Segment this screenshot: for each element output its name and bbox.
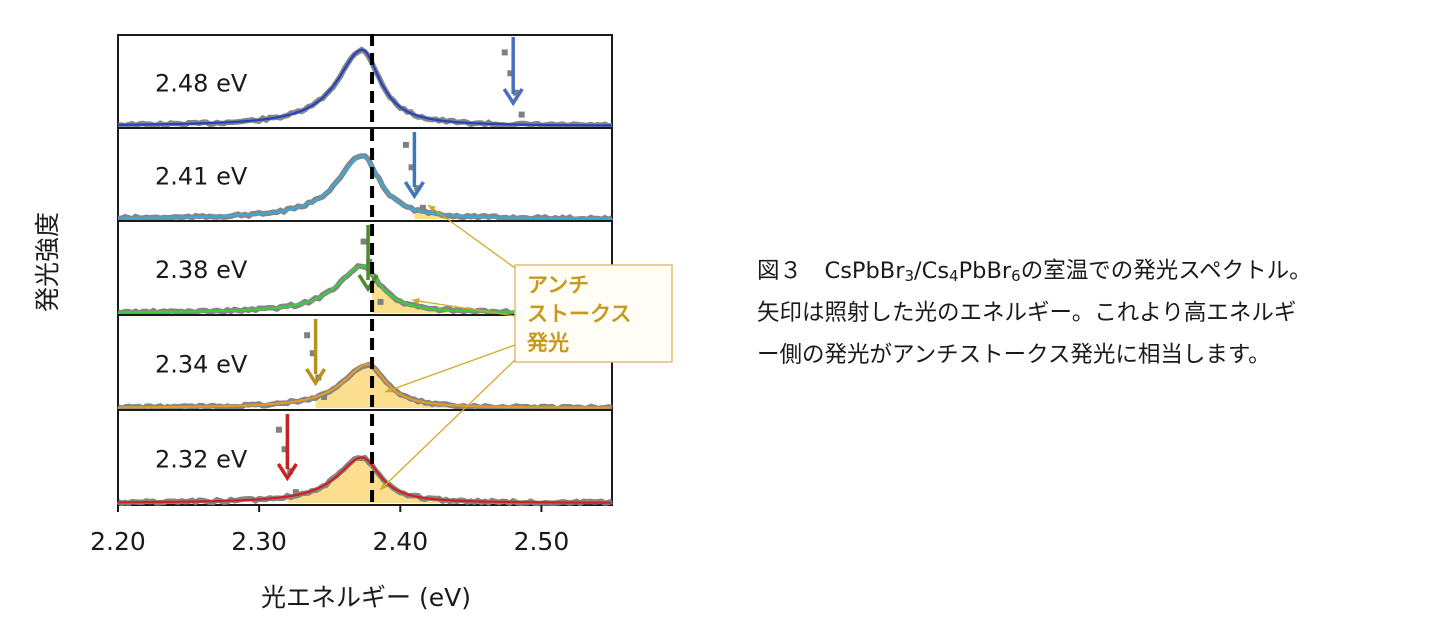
panel-241eV: 2.41 eV <box>117 127 614 223</box>
fit-curve <box>118 456 612 504</box>
fit-curve <box>118 48 612 127</box>
laser-scatter-point <box>360 238 367 245</box>
caption-text: の室温での発光スペクトル。 <box>1020 258 1312 284</box>
panel-label: 2.41 eV <box>155 163 248 191</box>
excitation-arrow <box>305 319 327 387</box>
caption-text: /Cs <box>914 258 950 284</box>
anti-stokes-fill <box>315 364 612 408</box>
laser-scatter-point <box>377 298 384 305</box>
laser-scatter-point <box>408 164 415 171</box>
laser-scatter-point <box>501 49 508 56</box>
panel-232eV: 2.32 eV <box>116 409 613 507</box>
fit-curve <box>118 363 612 409</box>
fit-curve <box>118 154 612 220</box>
callout-line: アンチ <box>527 273 589 297</box>
panel-frame <box>117 127 613 222</box>
laser-scatter-point <box>507 70 514 77</box>
panel-label: 2.32 eV <box>155 446 248 474</box>
laser-scatter-point <box>275 426 282 433</box>
callout-pointer <box>427 204 516 269</box>
panel-label: 2.38 eV <box>155 256 248 284</box>
excitation-arrow <box>276 414 298 482</box>
laser-scatter-point <box>402 141 409 148</box>
laser-scatter-point <box>419 204 426 211</box>
callout-box <box>514 264 673 363</box>
panel-248eV: 2.48 eV <box>117 34 613 129</box>
laser-scatter-point <box>414 185 421 192</box>
caption-text: 矢印は照射した光のエネルギー。これより高エネルギ <box>757 300 1297 326</box>
callout-arrows <box>379 204 516 491</box>
x-tick-label: 2.40 <box>372 527 428 556</box>
x-axis: 2.20 2.30 2.40 2.50 <box>90 505 569 556</box>
x-tick-label: 2.30 <box>231 527 287 556</box>
callout-line: 発光 <box>526 331 569 355</box>
caption-text: PbBr <box>958 258 1012 284</box>
callout-pointer <box>379 359 516 491</box>
callout-pointer <box>411 298 516 317</box>
callout-line: ストークス <box>527 302 631 326</box>
caption-subscript: 6 <box>1011 267 1021 285</box>
excitation-arrow <box>403 132 425 200</box>
figure-caption: 図３ CsPbBr3/Cs4PbBr6の室温での発光スペクトル。矢印は照射した光… <box>757 250 1447 376</box>
anti-stokes-fill <box>372 274 612 313</box>
callout-pointer <box>384 344 516 393</box>
laser-scatter-point <box>281 446 288 453</box>
laser-scatter-point <box>513 89 520 96</box>
caption-line: 図３ CsPbBr3/Cs4PbBr6の室温での発光スペクトル。 <box>757 250 1447 292</box>
x-tick-label: 2.50 <box>514 527 570 556</box>
excitation-arrow <box>502 37 524 107</box>
caption-subscript: 3 <box>904 267 915 285</box>
x-tick-label: 2.20 <box>90 527 146 556</box>
caption-line: ー側の発光がアンチストークス発光に相当します。 <box>757 334 1447 376</box>
laser-scatter-point <box>309 350 316 357</box>
laser-scatter-point <box>321 393 328 400</box>
laser-scatter-point <box>518 111 525 118</box>
x-axis-label: 光エネルギー (eV) <box>261 583 471 612</box>
excitation-arrow <box>357 225 379 293</box>
caption-text: 図３ CsPbBr <box>757 258 905 284</box>
anti-stokes-fill <box>287 457 612 503</box>
caption-text: ー側の発光がアンチストークス発光に相当します。 <box>757 342 1271 368</box>
panel-label: 2.48 eV <box>155 70 248 98</box>
caption-subscript: 4 <box>949 267 959 285</box>
laser-scatter-point <box>292 489 299 496</box>
caption-line: 矢印は照射した光のエネルギー。これより高エネルギ <box>757 292 1447 334</box>
laser-scatter-point <box>304 332 311 339</box>
callout-text: アンチストークス発光 <box>526 273 631 355</box>
spectra-figure: 2.48 eV 2.41 eV 2.38 eV 2.34 eV 2.32 eV 2.20… <box>33 34 673 612</box>
anti-stokes-callout: アンチストークス発光 <box>514 264 673 363</box>
panel-label: 2.34 eV <box>155 351 248 379</box>
y-axis-label: 発光強度 <box>33 212 62 312</box>
